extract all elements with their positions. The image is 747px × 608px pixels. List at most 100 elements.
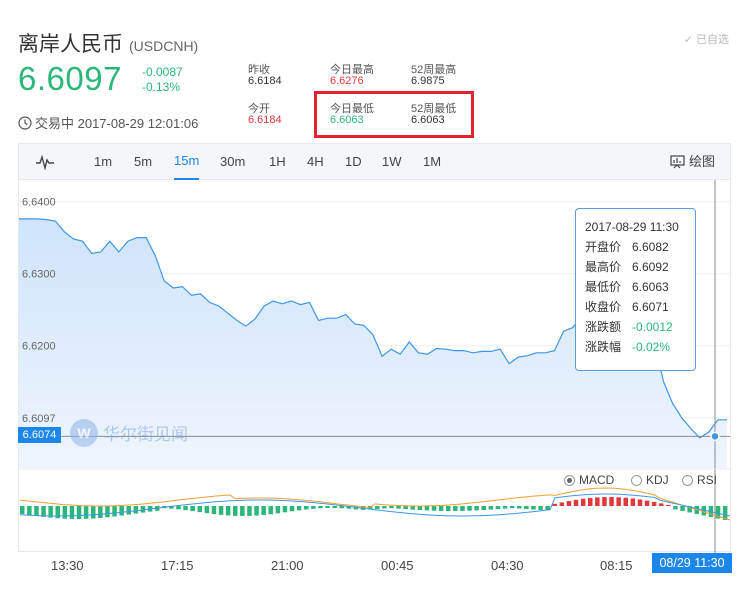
macd-bar (140, 506, 146, 513)
macd-bar (233, 506, 238, 516)
macd-bar (517, 506, 522, 509)
macd-bar (396, 506, 401, 509)
kdj-label: KDJ (646, 473, 669, 487)
macd-bar (339, 506, 344, 509)
self-select-button[interactable]: ✓ 已自选 (684, 31, 729, 47)
macd-bar (595, 497, 600, 506)
macd-bar (446, 506, 451, 511)
tooltip-high: 最高价 6.6092 (585, 257, 695, 277)
macd-bar (346, 506, 352, 509)
macd-bar (183, 506, 188, 511)
self-select-label: 已自选 (696, 34, 729, 46)
rsi-radio[interactable] (682, 474, 693, 486)
macd-bar (481, 506, 486, 511)
macd-bar (417, 506, 423, 511)
macd-bar (715, 506, 721, 519)
y-tick-label: 6.6400 (22, 197, 56, 209)
tooltip-pct-value: -0.02% (632, 340, 671, 354)
macd-bar (318, 506, 323, 509)
indicator-macd[interactable]: MACD (564, 473, 614, 487)
macd-bar (261, 506, 266, 515)
macd-bar (282, 506, 288, 513)
macd-bar (27, 506, 32, 516)
line-chart-icon[interactable] (35, 154, 55, 170)
macd-bar (623, 497, 628, 506)
interval-15m[interactable]: 15m (174, 144, 200, 180)
macd-bar (680, 506, 685, 511)
macd-bar (126, 506, 131, 515)
macd-bar (502, 506, 508, 509)
interval-1h[interactable]: 1H (269, 154, 286, 169)
macd-bar (225, 506, 231, 516)
macd-bar (204, 506, 210, 514)
open-value: 6.6184 (248, 114, 282, 126)
clock-icon (18, 115, 32, 130)
draw-button[interactable]: 绘图 (670, 144, 715, 180)
macd-bar (133, 506, 139, 514)
w52-low-label: 52周最低 (411, 103, 457, 115)
day-low-label: 今日最低 (330, 103, 374, 115)
macd-bar (495, 506, 501, 510)
indicator-rsi[interactable]: RSI (682, 473, 717, 487)
tooltip-pct-label: 涨跌幅 (585, 340, 622, 354)
macd-bar (524, 506, 529, 510)
interval-1w[interactable]: 1W (382, 154, 402, 169)
macd-panel (19, 487, 731, 521)
w52-high-value: 6.9875 (411, 75, 445, 87)
crosshair-point (710, 431, 720, 442)
macd-bar (588, 497, 593, 506)
tooltip-open: 开盘价 6.6082 (585, 237, 695, 257)
macd-bar (438, 506, 444, 511)
interval-5m[interactable]: 5m (134, 154, 153, 169)
macd-bar (254, 506, 259, 516)
macd-bar (304, 506, 309, 510)
instrument-code: (USDCNH) (129, 38, 199, 54)
macd-bar (701, 506, 707, 516)
interval-1d[interactable]: 1D (345, 154, 362, 169)
interval-4h[interactable]: 4H (307, 154, 324, 169)
macd-bar (83, 506, 89, 519)
macd-bar (651, 501, 657, 506)
kdj-radio[interactable] (631, 474, 642, 486)
macd-bar (197, 506, 202, 513)
macd-bar (538, 506, 543, 510)
macd-bar (488, 506, 494, 510)
tooltip-open-label: 开盘价 (585, 240, 622, 254)
macd-bar (176, 506, 181, 510)
macd-bar (630, 498, 636, 506)
macd-bar (580, 498, 586, 506)
macd-bar (559, 502, 565, 506)
interval-1m[interactable]: 1m (94, 154, 113, 169)
change-percent: -0.13% (142, 80, 181, 94)
macd-bar (431, 506, 437, 511)
draw-label: 绘图 (689, 154, 716, 169)
open-label: 今开 (248, 103, 270, 115)
highlight-box (314, 91, 474, 138)
macd-bar (531, 506, 536, 510)
trading-status: 交易中 2017-08-29 12:01:06 (18, 113, 198, 132)
macd-bar (545, 506, 550, 511)
macd-bar (275, 506, 281, 514)
macd-bar (616, 497, 621, 506)
indicator-kdj[interactable]: KDJ (631, 473, 669, 487)
macd-radio[interactable] (564, 474, 575, 486)
macd-bar (112, 506, 117, 517)
w52-high-label: 52周最高 (411, 64, 457, 76)
x-tick: 17:15 (161, 558, 194, 573)
macd-bar (403, 506, 408, 510)
macd-label: MACD (579, 473, 615, 487)
interval-1m-month[interactable]: 1M (423, 154, 442, 169)
y-axis-labels: 6.6400 6.6300 6.6200 6.6097 (22, 197, 56, 425)
macd-bar (673, 506, 678, 510)
macd-bar (268, 506, 273, 515)
change-value: -0.0087 (142, 65, 183, 79)
price-change: -0.0087 -0.13% (142, 65, 183, 95)
day-high-label: 今日最高 (330, 64, 374, 76)
macd-bar (382, 506, 387, 509)
macd-bar (105, 506, 110, 518)
interval-30m[interactable]: 30m (220, 154, 246, 169)
watermark-text: 华尔街见闻 (103, 425, 188, 444)
macd-bar (644, 500, 650, 506)
macd-bar (240, 506, 245, 516)
